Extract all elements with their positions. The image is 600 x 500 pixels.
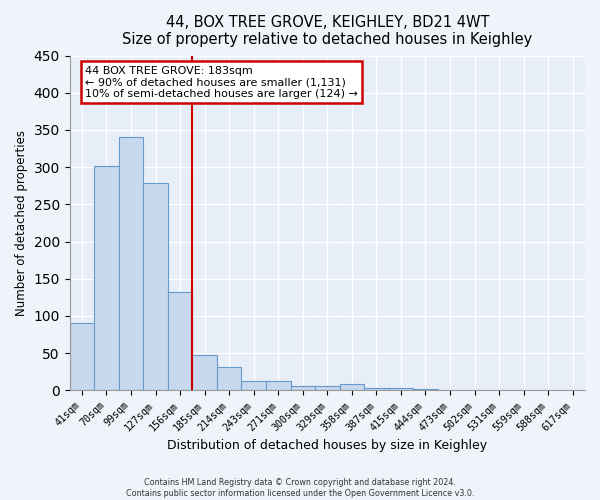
Bar bbox=[193, 356, 217, 390]
Title: 44, BOX TREE GROVE, KEIGHLEY, BD21 4WT
Size of property relative to detached hou: 44, BOX TREE GROVE, KEIGHLEY, BD21 4WT S… bbox=[122, 15, 532, 48]
Bar bbox=[413, 389, 438, 390]
Bar bbox=[340, 384, 364, 390]
Bar bbox=[241, 380, 266, 390]
Text: Contains HM Land Registry data © Crown copyright and database right 2024.
Contai: Contains HM Land Registry data © Crown c… bbox=[126, 478, 474, 498]
Bar bbox=[119, 138, 143, 390]
Bar bbox=[94, 166, 119, 390]
X-axis label: Distribution of detached houses by size in Keighley: Distribution of detached houses by size … bbox=[167, 440, 487, 452]
Bar bbox=[70, 322, 94, 390]
Bar bbox=[143, 182, 168, 390]
Bar bbox=[266, 380, 290, 390]
Bar bbox=[364, 388, 389, 390]
Bar bbox=[168, 292, 193, 390]
Bar bbox=[290, 386, 315, 390]
Bar bbox=[389, 388, 413, 390]
Bar bbox=[217, 367, 241, 390]
Text: 44 BOX TREE GROVE: 183sqm
← 90% of detached houses are smaller (1,131)
10% of se: 44 BOX TREE GROVE: 183sqm ← 90% of detac… bbox=[85, 66, 358, 99]
Y-axis label: Number of detached properties: Number of detached properties bbox=[15, 130, 28, 316]
Bar bbox=[315, 386, 340, 390]
